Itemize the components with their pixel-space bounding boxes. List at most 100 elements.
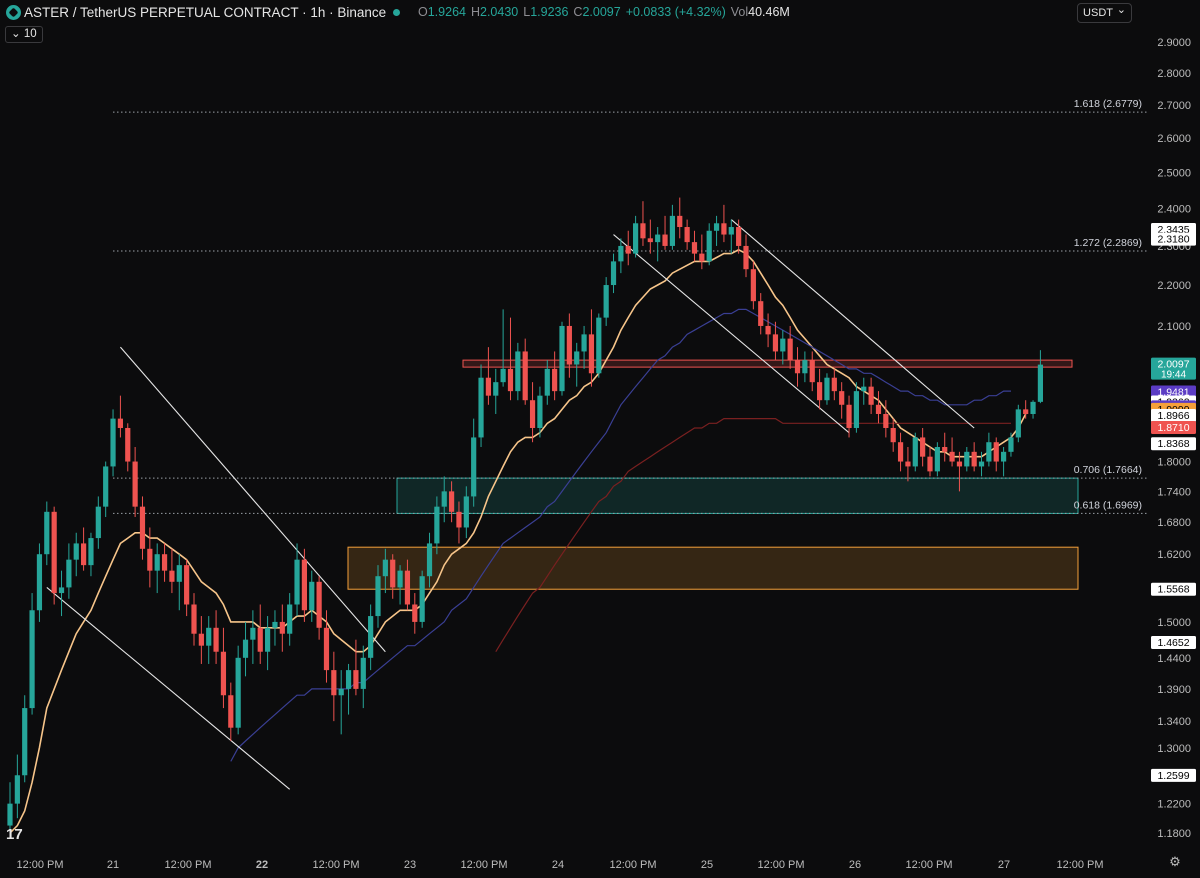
candle-body [853,391,859,428]
candle-body [633,223,639,254]
candle-body [802,360,808,374]
candle [161,543,168,582]
trend-line-channel-1-lower [46,586,291,790]
x-tick-label: 27 [998,859,1010,871]
candle [736,219,742,254]
candle [839,382,845,419]
candle-body [574,351,580,365]
y-tick-label: 2.8000 [1157,68,1191,80]
candle-body [824,377,830,401]
chart-header: ASTER / TetherUS PERPETUAL CONTRACT · 1h… [0,0,1140,24]
candle-body [81,543,87,566]
candle [309,570,315,622]
y-tick-label: 2.9000 [1157,37,1191,49]
x-tick-label: 12:00 PM [757,859,804,871]
candle-body [647,238,653,243]
y-tick-label: 1.2200 [1157,799,1191,811]
candle-body [912,437,918,467]
candle-body [301,559,307,611]
candle [831,368,837,401]
candle [485,347,491,405]
candle [184,559,190,617]
candle-body [1015,409,1021,438]
candle-body [139,506,146,549]
candle-body [22,708,28,776]
candle [603,277,609,326]
candle [1001,447,1007,477]
candle-body [7,803,13,826]
aster-logo-icon [6,5,21,20]
candle [728,219,734,254]
candle [147,527,153,588]
x-tick-label: 26 [849,859,861,871]
candle-body [978,461,985,467]
gear-icon[interactable]: ⚙ [1169,854,1181,869]
x-tick-label: 22 [256,859,268,871]
candle-body [161,554,168,571]
candle-body [463,496,469,528]
indicators-collapse-button[interactable]: ⌄ 10 [5,26,43,43]
currency-selector[interactable]: USDT [1077,1,1132,23]
candle [44,501,50,566]
candle-body [1001,451,1007,462]
candle [574,342,580,387]
candle [669,204,675,250]
x-tick-label: 24 [552,859,564,871]
candle-body [736,227,742,246]
candle-body [831,377,837,392]
candle [382,548,388,594]
candle-body [132,461,138,507]
candle [750,261,756,310]
candle [794,347,801,387]
y-tick-label: 1.6200 [1157,549,1191,561]
candle [22,695,28,783]
high-label: H [470,5,480,19]
candle-body [412,604,418,622]
symbol-title[interactable]: ASTER / TetherUS PERPETUAL CONTRACT · 1h… [24,5,387,20]
high-value: 2.0430 [480,5,519,19]
candle-body [552,368,558,392]
candle [986,432,992,467]
candle-body [485,377,491,396]
candle [331,651,337,722]
candle [242,621,249,677]
candle [29,593,35,715]
candle-body [993,442,999,462]
candle-body [897,442,904,462]
candle [956,451,963,492]
candle [633,215,639,258]
candle-body [338,688,344,696]
candle-body [758,301,764,326]
change-value: +0.0833 (+4.32%) [625,5,726,19]
candle-body [868,386,874,405]
y-tick-label: 1.7400 [1157,486,1191,498]
candle [552,351,558,401]
tradingview-logo[interactable]: 17 [6,826,23,843]
candle [220,627,227,709]
ma-line-ema-mid [230,308,1011,762]
candle [213,610,219,664]
candle-body [257,627,263,652]
candle-body [110,418,116,467]
y-tick-label: 2.6000 [1157,133,1191,145]
candle-body [655,234,661,243]
candle-body [610,261,617,286]
zone-demand-green [396,477,1079,514]
price-label-box [1151,357,1196,380]
candle [765,313,771,348]
candle [323,610,330,683]
candle [993,437,999,472]
price-label-text: 1.5568 [1157,584,1189,596]
candle [36,543,43,622]
candle [699,234,705,270]
candle [691,230,698,262]
candle [441,476,447,523]
candle [228,682,234,742]
y-tick-label: 1.3900 [1157,684,1191,696]
candle-body [669,215,675,246]
price-label-text: 1.8710 [1157,422,1189,434]
candle-body [73,543,79,560]
candle [544,360,550,405]
candle-body [397,570,403,588]
